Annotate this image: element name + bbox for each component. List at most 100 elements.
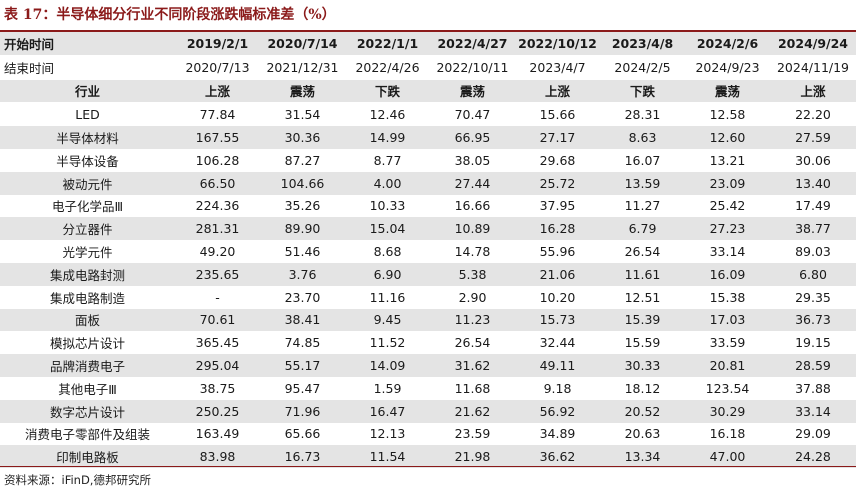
- table-row: 其他电子Ⅲ 38.75 95.47 1.59 11.68 9.18 18.12 123.54 3…: [0, 377, 856, 400]
- value-cell: 15.59: [624, 335, 661, 351]
- table-body: 开始时间 2019/2/1 2020/7/14 2022/1/1 2022/4/27 2…: [0, 32, 856, 469]
- value-cell: 27.23: [685, 217, 770, 241]
- value-cell: 13.34: [600, 445, 685, 469]
- value-cell: 17.49: [795, 198, 831, 214]
- table-row: 分立器件 281.31 89.90 15.04 10.89 16.28 6.79 27.23 3…: [0, 217, 856, 241]
- start-date-cell: 2024/2/6: [685, 32, 770, 56]
- value-cell: 20.52: [600, 399, 685, 423]
- value-cell: 9.18: [543, 380, 572, 396]
- value-cell: 16.47: [345, 399, 430, 423]
- value-cell: 74.85: [284, 335, 321, 351]
- end-date-cell: 2020/7/13: [175, 55, 260, 80]
- value-cell: 38.75: [199, 380, 236, 396]
- value-cell: 8.68: [373, 244, 402, 260]
- value-cell: 33.59: [709, 335, 746, 351]
- value-cell: 15.39: [600, 308, 685, 332]
- value-cell: 55.17: [260, 354, 345, 377]
- trend-cell: 震荡: [260, 79, 345, 104]
- value-cell: 26.54: [624, 244, 661, 260]
- table-row: 集成电路封测 235.65 3.76 6.90 5.38 21.06 11.61 16.09 6…: [0, 262, 856, 286]
- industry-name: LED: [75, 107, 100, 123]
- start-date-cell: 2019/2/1: [175, 32, 260, 56]
- value-cell: 31.62: [430, 354, 515, 377]
- value-cell: 11.23: [430, 308, 515, 332]
- value-cell: 29.09: [795, 426, 831, 442]
- value-cell: 11.61: [600, 262, 685, 286]
- end-date-cell: 2024/11/19: [770, 55, 856, 80]
- value-cell: 17.03: [685, 308, 770, 332]
- value-cell: 5.38: [430, 262, 515, 286]
- value-cell: 27.59: [770, 126, 856, 149]
- start-date-cell: 2023/4/8: [600, 32, 685, 56]
- value-cell: 30.06: [795, 152, 831, 168]
- value-cell: 55.96: [539, 244, 576, 260]
- value-cell: 36.73: [770, 308, 856, 332]
- end-date-cell: 2021/12/31: [260, 55, 345, 80]
- value-cell: 38.41: [260, 308, 345, 332]
- trend-row: 行业 上涨 震荡 下跌 震荡 上涨 下跌 震荡 上涨: [0, 79, 856, 104]
- value-cell: 295.04: [175, 354, 260, 377]
- value-cell: 123.54: [705, 380, 750, 396]
- value-cell: 34.89: [539, 426, 576, 442]
- end-date-row: 结束时间 2020/7/13 2021/12/31 2022/4/26 2022/10…: [0, 55, 856, 80]
- value-cell: 9.45: [345, 308, 430, 332]
- table-row: 电子化学品Ⅲ 224.36 35.26 10.33 16.66 37.95 11.27 25.…: [0, 195, 856, 218]
- value-cell: 4.00: [345, 171, 430, 195]
- value-cell: 89.90: [260, 217, 345, 241]
- value-cell: 250.25: [175, 399, 260, 423]
- value-cell: 23.59: [454, 426, 491, 442]
- value-cell: 15.73: [515, 308, 600, 332]
- industry-name: 品牌消费电子: [0, 354, 175, 377]
- value-cell: 32.44: [539, 335, 576, 351]
- value-cell: 15.38: [709, 289, 746, 305]
- table-row: 面板 70.61 38.41 9.45 11.23 15.73 15.39 17.03 36.7…: [0, 308, 856, 332]
- industry-name: 集成电路制造: [49, 290, 125, 306]
- value-cell: 2.90: [458, 289, 487, 305]
- industry-name: 数字芯片设计: [0, 399, 175, 423]
- value-cell: 95.47: [284, 380, 321, 396]
- value-cell: 30.36: [260, 126, 345, 149]
- trend-cell: 震荡: [430, 79, 515, 104]
- value-cell: 6.90: [345, 262, 430, 286]
- value-cell: 36.62: [515, 445, 600, 469]
- value-cell: 24.28: [770, 445, 856, 469]
- value-cell: 15.66: [539, 107, 576, 123]
- value-cell: 70.61: [175, 308, 260, 332]
- table-row: 模拟芯片设计 365.45 74.85 11.52 26.54 32.44 15.59 33.…: [0, 331, 856, 354]
- value-cell: 106.28: [195, 152, 240, 168]
- value-cell: 12.13: [369, 426, 406, 442]
- value-cell: 87.27: [284, 152, 321, 168]
- value-cell: 11.68: [454, 380, 491, 396]
- value-cell: 37.88: [795, 380, 831, 396]
- value-cell: 66.95: [430, 126, 515, 149]
- trend-cell: 震荡: [685, 79, 770, 104]
- industry-header: 行业: [0, 79, 175, 104]
- value-cell: 12.46: [369, 107, 406, 123]
- start-date-cell: 2022/4/27: [430, 32, 515, 56]
- table-row: 半导体材料 167.55 30.36 14.99 66.95 27.17 8.63 12.60…: [0, 126, 856, 149]
- value-cell: 27.17: [515, 126, 600, 149]
- table-row: 光学元件 49.20 51.46 8.68 14.78 55.96 26.54 33.14 89…: [0, 240, 856, 263]
- value-cell: 51.46: [284, 244, 321, 260]
- value-cell: 31.54: [284, 107, 321, 123]
- value-cell: 21.06: [515, 262, 600, 286]
- title-divider: [0, 30, 856, 32]
- end-date-cell: 2022/10/11: [430, 55, 515, 80]
- value-cell: 10.20: [539, 289, 576, 305]
- value-cell: 12.58: [709, 107, 746, 123]
- value-cell: 20.81: [685, 354, 770, 377]
- value-cell: 365.45: [195, 335, 240, 351]
- table-row: 半导体设备 106.28 87.27 8.77 38.05 29.68 16.07 13.21…: [0, 149, 856, 172]
- value-cell: 49.20: [199, 244, 236, 260]
- value-cell: 33.14: [709, 244, 746, 260]
- value-cell: 167.55: [175, 126, 260, 149]
- value-cell: 30.33: [600, 354, 685, 377]
- value-cell: 11.16: [369, 289, 406, 305]
- industry-name: 其他电子Ⅲ: [58, 381, 117, 397]
- volatility-table: 开始时间 2019/2/1 2020/7/14 2022/1/1 2022/4/27 2…: [0, 32, 856, 469]
- table-row: 数字芯片设计 250.25 71.96 16.47 21.62 56.92 20.52 30.…: [0, 399, 856, 423]
- start-date-cell: 2022/1/1: [345, 32, 430, 56]
- industry-name: 印制电路板: [0, 445, 175, 469]
- industry-name: 被动元件: [0, 171, 175, 195]
- trend-cell: 上涨: [515, 79, 600, 104]
